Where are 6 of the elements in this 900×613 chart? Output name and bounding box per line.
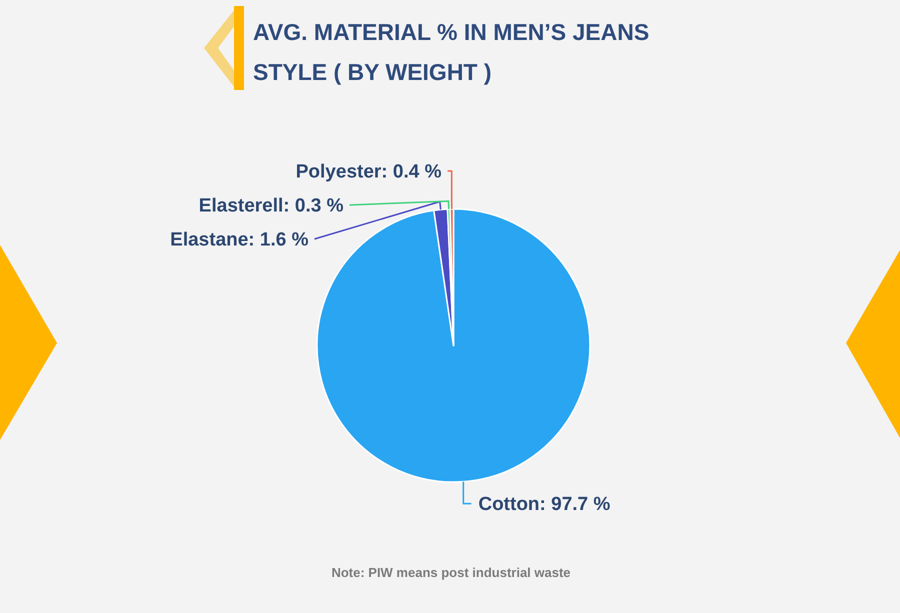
slice-label: Elasterell: 0.3 % [198,196,344,217]
slice-label: Polyester: 0.4 % [296,162,442,183]
text: Note: PIW means post industrial waste [331,565,571,580]
slice-label: Elastane: 1.6 % [170,230,309,251]
slice-label: Cotton: 97.7 % [478,494,610,516]
chart-title: AVG. MATERIAL % IN MEN’S JEANS STYLE ( BY WEIGHT ) [253,19,650,85]
